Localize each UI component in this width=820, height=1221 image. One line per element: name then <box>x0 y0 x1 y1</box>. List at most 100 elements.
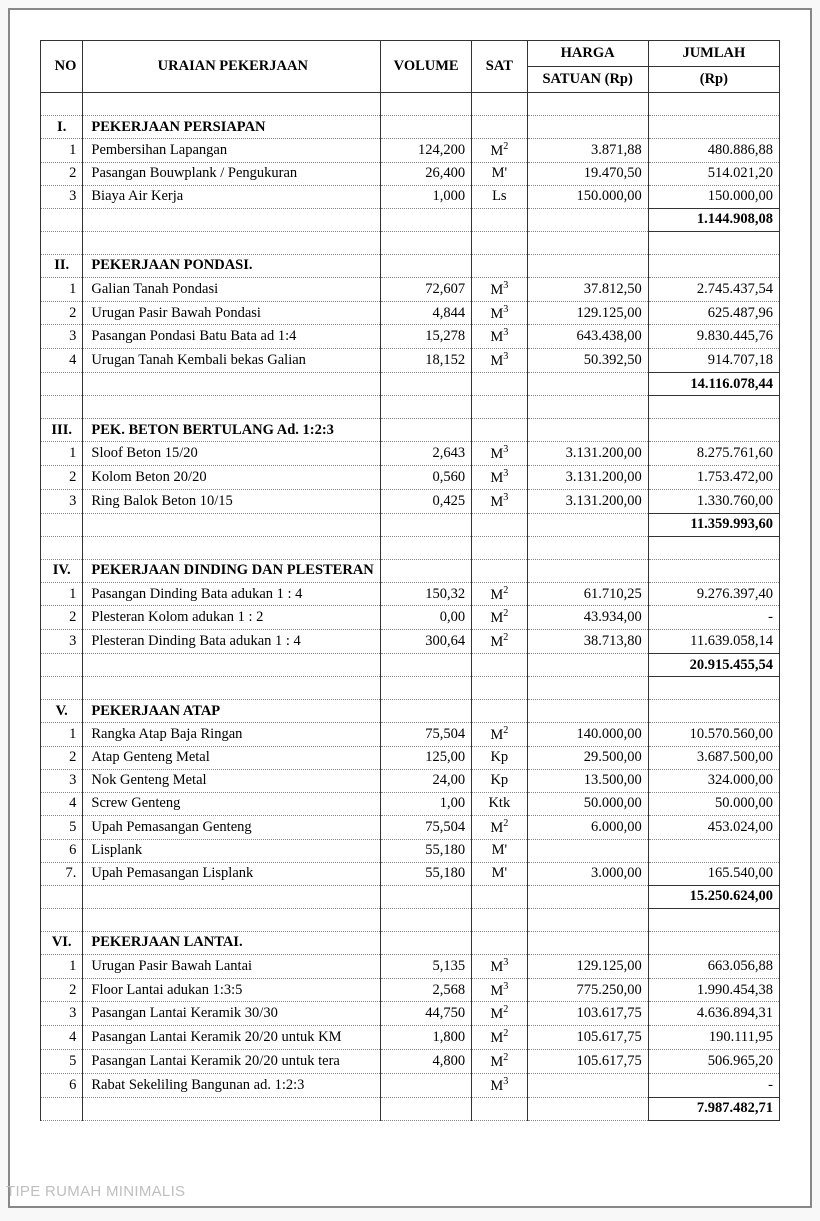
cell-harga: 13.500,00 <box>527 769 648 792</box>
subtotal-row: 11.359.993,60 <box>41 513 780 536</box>
cell-jumlah: 514.021,20 <box>648 162 779 185</box>
cell-sat: M2 <box>472 815 528 839</box>
table-row: 1Galian Tanah Pondasi72,607M337.812,502.… <box>41 277 780 301</box>
cell-desc: Nok Genteng Metal <box>83 769 381 792</box>
section-no: V. <box>41 700 83 723</box>
cell-desc: Floor Lantai adukan 1:3:5 <box>83 978 381 1002</box>
cell-jumlah: 1.330.760,00 <box>648 489 779 513</box>
cell-no: 2 <box>41 606 83 630</box>
cell-no: 5 <box>41 1050 83 1074</box>
subtotal-value: 11.359.993,60 <box>648 513 779 536</box>
page-container: NO URAIAN PEKERJAAN VOLUME SAT HARGA JUM… <box>8 8 812 1208</box>
cell-desc: Pasangan Pondasi Batu Bata ad 1:4 <box>83 325 381 349</box>
cell-jumlah: 480.886,88 <box>648 139 779 163</box>
section-no: II. <box>41 254 83 277</box>
cell-jumlah <box>648 700 779 723</box>
cell-sat <box>472 254 528 277</box>
cell-harga <box>527 116 648 139</box>
cell-vol: 1,800 <box>381 1026 472 1050</box>
cell-vol: 1,00 <box>381 792 472 815</box>
cell-desc: Ring Balok Beton 10/15 <box>83 489 381 513</box>
subtotal-value: 14.116.078,44 <box>648 373 779 396</box>
subtotal-row: 15.250.624,00 <box>41 885 780 908</box>
section-title: PEKERJAAN DINDING DAN PLESTERAN <box>83 559 381 582</box>
section-title: PEKERJAAN PERSIAPAN <box>83 116 381 139</box>
cell-sat: M2 <box>472 1002 528 1026</box>
cell-desc: Lisplank <box>83 839 381 862</box>
header-no: NO <box>41 41 83 93</box>
cell-vol: 18,152 <box>381 349 472 373</box>
cell-vol: 150,32 <box>381 582 472 606</box>
subtotal-row: 14.116.078,44 <box>41 373 780 396</box>
table-header: NO URAIAN PEKERJAAN VOLUME SAT HARGA JUM… <box>41 41 780 93</box>
section-no: VI. <box>41 931 83 954</box>
table-row: 3Plesteran Dinding Bata adukan 1 : 4300,… <box>41 630 780 654</box>
cell-vol: 0,560 <box>381 465 472 489</box>
cell-vol: 125,00 <box>381 746 472 769</box>
cell-desc: Sloof Beton 15/20 <box>83 442 381 466</box>
cell-desc: Upah Pemasangan Lisplank <box>83 862 381 885</box>
cell-sat: M3 <box>472 301 528 325</box>
cell-harga: 3.131.200,00 <box>527 489 648 513</box>
cell-vol: 15,278 <box>381 325 472 349</box>
cell-vol: 2,643 <box>381 442 472 466</box>
subtotal-value: 20.915.455,54 <box>648 654 779 677</box>
spacer-row <box>41 231 780 254</box>
cell-harga: 129.125,00 <box>527 954 648 978</box>
cell-vol: 75,504 <box>381 815 472 839</box>
cell-desc: Pasangan Lantai Keramik 20/20 untuk tera <box>83 1050 381 1074</box>
cell-harga: 3.131.200,00 <box>527 442 648 466</box>
subtotal-value: 1.144.908,08 <box>648 208 779 231</box>
table-row: 2Pasangan Bouwplank / Pengukuran26,400M'… <box>41 162 780 185</box>
cell-harga: 643.438,00 <box>527 325 648 349</box>
spacer-row <box>41 536 780 559</box>
cell-harga: 775.250,00 <box>527 978 648 1002</box>
cell-sat: M2 <box>472 606 528 630</box>
cell-desc: Urugan Pasir Bawah Pondasi <box>83 301 381 325</box>
cell-jumlah: 914.707,18 <box>648 349 779 373</box>
cell-desc: Urugan Tanah Kembali bekas Galian <box>83 349 381 373</box>
cell-sat: M' <box>472 162 528 185</box>
cell-no: 3 <box>41 769 83 792</box>
header-jumlah-bot: (Rp) <box>648 67 779 93</box>
cell-no: 4 <box>41 1026 83 1050</box>
cell-vol <box>381 254 472 277</box>
cell-vol: 72,607 <box>381 277 472 301</box>
cell-no: 1 <box>41 954 83 978</box>
subtotal-row: 7.987.482,71 <box>41 1097 780 1120</box>
cell-desc: Biaya Air Kerja <box>83 185 381 208</box>
cell-vol <box>381 116 472 139</box>
spacer-row <box>41 677 780 700</box>
cell-sat: M3 <box>472 442 528 466</box>
cell-sat: M' <box>472 862 528 885</box>
cell-harga: 3.871,88 <box>527 139 648 163</box>
header-harga-top: HARGA <box>527 41 648 67</box>
section-header: III.PEK. BETON BERTULANG Ad. 1:2:3 <box>41 419 780 442</box>
header-uraian: URAIAN PEKERJAAN <box>83 41 381 93</box>
section-title: PEKERJAAN ATAP <box>83 700 381 723</box>
cell-harga <box>527 419 648 442</box>
cell-vol <box>381 559 472 582</box>
cell-sat: M2 <box>472 1026 528 1050</box>
subtotal-row: 20.915.455,54 <box>41 654 780 677</box>
cell-no: 6 <box>41 1073 83 1097</box>
cell-desc: Rangka Atap Baja Ringan <box>83 723 381 747</box>
section-title: PEKERJAAN LANTAI. <box>83 931 381 954</box>
cell-jumlah: 165.540,00 <box>648 862 779 885</box>
cell-sat: M2 <box>472 582 528 606</box>
table-row: 6Rabat Sekeliling Bangunan ad. 1:2:3M3- <box>41 1073 780 1097</box>
cell-desc: Rabat Sekeliling Bangunan ad. 1:2:3 <box>83 1073 381 1097</box>
cell-desc: Pembersihan Lapangan <box>83 139 381 163</box>
cell-desc: Atap Genteng Metal <box>83 746 381 769</box>
cell-vol: 124,200 <box>381 139 472 163</box>
section-header: V.PEKERJAAN ATAP <box>41 700 780 723</box>
cell-sat: M3 <box>472 954 528 978</box>
cell-jumlah <box>648 839 779 862</box>
cell-jumlah: 4.636.894,31 <box>648 1002 779 1026</box>
cell-jumlah: 3.687.500,00 <box>648 746 779 769</box>
cell-no: 4 <box>41 349 83 373</box>
table-row: 4Urugan Tanah Kembali bekas Galian18,152… <box>41 349 780 373</box>
cell-jumlah: 10.570.560,00 <box>648 723 779 747</box>
cell-sat <box>472 419 528 442</box>
cell-harga: 50.000,00 <box>527 792 648 815</box>
